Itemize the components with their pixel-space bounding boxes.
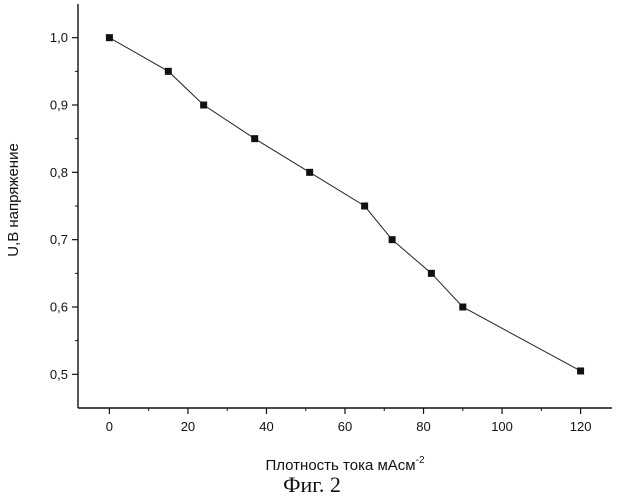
y-tick-label: 0,6 [50,300,68,315]
data-point [577,367,584,374]
x-tick-label: 120 [570,419,592,434]
x-tick-label: 60 [338,419,352,434]
x-tick-label: 0 [106,419,113,434]
data-point [459,304,466,311]
data-point [389,236,396,243]
x-axis-title-sup: -2 [416,455,425,466]
data-point [361,203,368,210]
series-line [109,38,580,371]
x-tick-label: 20 [181,419,195,434]
data-point [200,102,207,109]
data-point [165,68,172,75]
plot-area [106,34,584,374]
y-tick-label: 0,7 [50,232,68,247]
data-point [428,270,435,277]
y-tick-label: 0,9 [50,98,68,113]
y-tick-label: 0,8 [50,165,68,180]
axes [78,4,612,408]
figure-caption: Фиг. 2 [283,472,341,497]
x-tick-label: 80 [416,419,430,434]
x-tick-label: 40 [259,419,273,434]
y-tick-label: 0,5 [50,367,68,382]
data-point [106,34,113,41]
y-axis-title: U,B напряжение [5,143,22,257]
data-point [306,169,313,176]
y-tick-label: 1,0 [50,30,68,45]
ticks: 0 20 40 60 80 100 120 0,5 0,6 0,7 0,8 0,9 1,0 [50,30,592,434]
x-tick-label: 100 [491,419,513,434]
data-point [251,135,258,142]
